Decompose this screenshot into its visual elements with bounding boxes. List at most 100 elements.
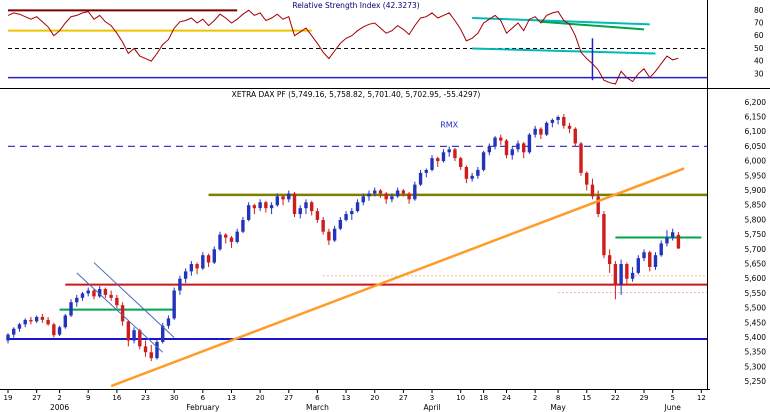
candle-body <box>40 316 45 320</box>
candle-body <box>676 234 681 249</box>
candle-body <box>321 219 325 232</box>
candle-body <box>516 143 520 150</box>
price-axis-label: 6,150 <box>745 112 767 121</box>
candle-body <box>304 202 308 209</box>
month-label: May <box>550 403 566 412</box>
x-axis-label: 6 <box>315 394 320 402</box>
x-axis-label: 27 <box>399 394 408 402</box>
x-axis-label: 27 <box>32 394 41 402</box>
price-axis-label: 6,000 <box>745 157 767 166</box>
candle-body <box>115 297 119 306</box>
candle-body <box>212 249 216 263</box>
candle-body <box>550 119 555 123</box>
candle-body <box>224 234 228 238</box>
candle-body <box>149 352 153 359</box>
x-axis-label: 2 <box>57 394 61 402</box>
candle-body <box>596 196 600 215</box>
candle-body <box>642 252 646 259</box>
candle-body <box>384 193 388 200</box>
candle-body <box>183 271 188 279</box>
candle-body <box>229 237 234 242</box>
candle-body <box>350 211 354 215</box>
candle-body <box>453 149 457 159</box>
candle-body <box>201 255 205 269</box>
candle-body <box>126 321 131 341</box>
candle-body <box>636 258 640 273</box>
price-axis-label: 5,900 <box>745 186 767 195</box>
candle-body <box>161 325 165 342</box>
candle-body <box>527 134 532 153</box>
price-axis-label: 5,600 <box>745 274 767 283</box>
candle-body <box>418 172 423 185</box>
candle-body <box>172 290 176 319</box>
x-axis-label: 9 <box>86 394 90 402</box>
candle-body <box>12 328 16 335</box>
price-trendline <box>110 167 685 388</box>
candle-body <box>510 149 514 156</box>
candle-body <box>120 305 125 322</box>
price-axis-label: 5,350 <box>745 348 767 357</box>
candle-body <box>92 290 96 297</box>
x-axis-label: 13 <box>227 394 236 402</box>
candle-body <box>34 316 39 322</box>
candle-body <box>424 169 428 173</box>
x-axis-label: 24 <box>502 394 511 402</box>
candle-body <box>607 255 612 265</box>
candle-body <box>143 346 148 353</box>
x-axis-label: 8 <box>556 394 560 402</box>
candle-body <box>447 149 451 153</box>
candle-body <box>562 116 566 126</box>
candle-body <box>670 232 675 238</box>
candle-body <box>602 214 606 256</box>
candle-body <box>355 202 360 212</box>
x-axis-label: 16 <box>112 394 121 402</box>
candle-body <box>585 172 589 185</box>
candle-body <box>264 202 268 209</box>
price-axis-label: 5,700 <box>745 245 767 254</box>
x-axis-label: 18 <box>479 394 488 402</box>
candle-body <box>155 341 159 359</box>
month-label: June <box>664 403 682 412</box>
x-axis-label: 30 <box>170 394 179 402</box>
candle-body <box>504 140 509 156</box>
candle-body <box>269 205 274 209</box>
candle-body <box>315 211 320 220</box>
candle-body <box>539 128 543 135</box>
candle-body <box>401 190 406 194</box>
x-axis-label: 10 <box>456 394 465 402</box>
price-axis-label: 5,750 <box>745 230 767 239</box>
x-axis-label: 20 <box>370 394 379 402</box>
x-axis-label: 22 <box>611 394 620 402</box>
candle-body <box>413 184 417 200</box>
candle-body <box>648 252 652 267</box>
candle-body <box>52 324 56 336</box>
candle-body <box>407 193 411 200</box>
price-axis-label: 6,050 <box>745 142 767 151</box>
price-axis-label: 5,500 <box>745 304 767 313</box>
rsi-axis-label: 80 <box>754 6 764 15</box>
price-trendline <box>76 272 164 353</box>
price-panel-title: XETRA DAX PF (5,749.16, 5,758.82, 5,701.… <box>231 90 481 99</box>
candle-body <box>258 202 262 209</box>
candle-body <box>430 158 434 170</box>
candle-body <box>481 152 486 170</box>
candle-body <box>23 319 27 325</box>
candle-body <box>57 327 62 335</box>
candle-body <box>218 234 222 250</box>
month-label: April <box>423 403 440 412</box>
candle-body <box>178 278 182 291</box>
candle-body <box>493 137 497 147</box>
candle-body <box>573 128 577 144</box>
candle-body <box>138 330 142 347</box>
x-axis-label: 19 <box>4 394 13 402</box>
price-axis-label: 5,950 <box>745 171 767 180</box>
month-label: March <box>306 403 329 412</box>
candle-body <box>344 214 348 220</box>
candle-body <box>6 334 10 341</box>
x-axis-label: 27 <box>284 394 293 402</box>
rsi-line <box>7 9 679 85</box>
candle-body <box>17 324 22 329</box>
x-axis-label: 2 <box>533 394 537 402</box>
candle-body <box>206 255 211 263</box>
